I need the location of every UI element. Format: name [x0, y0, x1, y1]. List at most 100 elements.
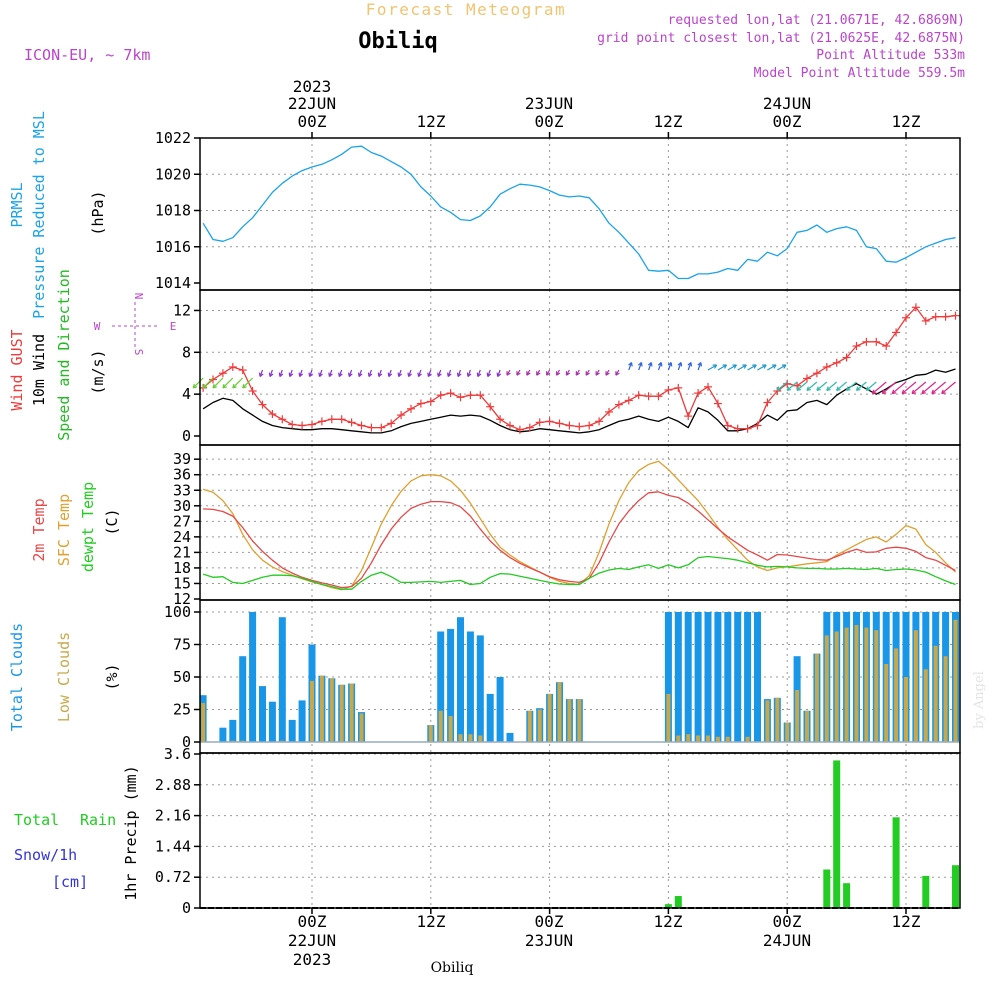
gust-marker-52 — [713, 399, 722, 408]
gust-marker-70 — [892, 328, 901, 337]
rain-bar-0 — [664, 904, 672, 908]
wind-arrow-26 — [456, 369, 462, 378]
top-tick-12z-23: 12Z — [654, 112, 683, 131]
wind-arrow-5 — [242, 377, 254, 389]
gust-marker-31 — [506, 421, 514, 430]
wind-arrow-shaft-50 — [697, 362, 702, 371]
gust-marker-26 — [456, 393, 465, 402]
ytick-label-clouds-3: 75 — [173, 636, 191, 654]
totalcloud-bar-56 — [754, 612, 761, 742]
model-label: ICON-EU, ~ 7km — [24, 46, 150, 64]
wind-arrow-head-b-33 — [526, 372, 531, 376]
totalcloud-bar-4 — [239, 656, 247, 742]
wind-arrow-shaft-60 — [786, 381, 798, 391]
pressure-desc-label: Pressure Reduced to MSL — [30, 111, 48, 319]
panel-frame-precip — [199, 752, 961, 909]
wind-arrow-head-b-12 — [319, 373, 323, 378]
wind-arrow-head-b-72 — [901, 392, 907, 395]
wind-arrow-shaft-2 — [212, 377, 224, 389]
wind-arrow-head-b-46 — [657, 362, 662, 366]
lowclouds-label: Low Clouds — [55, 632, 73, 722]
wind-arrow-head-b-26 — [457, 373, 462, 378]
wind-arrow-61 — [796, 381, 808, 391]
wind-arrow-head-b-38 — [575, 372, 581, 376]
ytick-label-clouds-0: 0 — [182, 733, 191, 751]
gust-marker-2 — [218, 369, 227, 378]
gust-marker-40 — [595, 417, 604, 426]
gust-marker-29 — [486, 402, 495, 411]
watermark: by Angel — [972, 671, 987, 729]
wind-arrow-shaft-1 — [202, 377, 214, 389]
gust-marker-46 — [654, 392, 663, 401]
wind-arrow-shaft-53 — [727, 364, 737, 371]
wind-arrow-14 — [338, 369, 343, 378]
wind-arrow-head-b-21 — [408, 373, 413, 378]
panel-frame-temperature — [199, 444, 961, 601]
precip-unit-label: 1hr Precip (mm) — [122, 765, 140, 900]
totalcloud-bar-9 — [288, 719, 296, 742]
wind-arrow-shaft-70 — [881, 381, 897, 395]
wind-arrow-head-b-63 — [816, 388, 821, 391]
lowcloud-bar-13 — [329, 678, 334, 742]
compass-n: N — [132, 293, 145, 300]
wind-arrow-shaft-5 — [242, 377, 254, 389]
wind-arrow-head-b-24 — [437, 373, 442, 378]
wind-arrow-head-b-62 — [806, 388, 811, 391]
wind-arrow-18 — [377, 369, 383, 378]
totalcloud-bar-30 — [496, 677, 504, 742]
wind-arrow-3 — [222, 377, 234, 389]
bottom-tick-00z-23: 00Z — [535, 912, 564, 931]
compass-e: E — [170, 320, 177, 333]
lowcloud-bar-51 — [706, 735, 710, 742]
wind-arrow-56 — [757, 364, 767, 371]
wind-arrow-shaft-52 — [717, 364, 727, 371]
wind-arrow-head-b-13 — [329, 373, 333, 378]
panel-frame-wind — [199, 289, 961, 446]
wind-arrow-head-b-10 — [299, 373, 304, 378]
ytick-label-pressure-2: 1018 — [155, 202, 191, 220]
top-tick-00z-22: 00Z — [298, 112, 327, 131]
compass-rose: W E N S — [94, 293, 177, 356]
gust-marker-61 — [803, 374, 811, 383]
wind-arrow-head-b-25 — [447, 373, 452, 378]
wind-arrow-head-b-43 — [628, 362, 632, 366]
lowcloud-bar-73 — [923, 669, 928, 742]
ytick-label-precip-5: 3.6 — [164, 745, 191, 763]
ytick-label-temperature-1: 15 — [173, 574, 191, 592]
gust-marker-56 — [753, 421, 762, 430]
gust-marker-7 — [268, 410, 277, 419]
wind-arrow-shaft-45 — [648, 362, 652, 371]
chart-title: Forecast Meteogram — [366, 0, 566, 19]
lowcloud-bar-50 — [696, 735, 701, 742]
wind-arrow-head-b-47 — [667, 362, 672, 366]
totalcloud-bar-51 — [704, 612, 712, 742]
totalcloud-bar-7 — [268, 701, 276, 742]
wind-arrow-shaft-47 — [667, 362, 672, 371]
lowcloud-bar-71 — [904, 677, 908, 742]
frame-layer: 1014101610181020102204812121518212427303… — [155, 129, 961, 917]
lowcloud-bar-16 — [359, 713, 364, 742]
rain-bar-2 — [823, 869, 831, 908]
wind-arrow-head-b-11 — [309, 373, 314, 378]
wind-arrow-41 — [605, 369, 610, 376]
sfctemp-line — [202, 460, 956, 591]
wind-arrow-shaft-49 — [687, 362, 692, 371]
wind-arrow-63 — [816, 381, 828, 391]
wind10m-label: 10m Wind — [30, 334, 48, 406]
lowcloud-bar-59 — [785, 722, 790, 742]
wind-arrow-shaft-62 — [806, 381, 818, 391]
wind-arrow-34 — [536, 369, 541, 376]
ytick-label-temperature-8: 36 — [173, 466, 191, 484]
gust-marker-73 — [921, 316, 930, 325]
gust-marker-20 — [397, 411, 406, 420]
ytick-label-temperature-5: 27 — [173, 512, 191, 530]
wind-arrow-head-b-18 — [378, 373, 383, 378]
gust-marker-18 — [377, 423, 386, 432]
wind-arrow-head-b-75 — [931, 392, 936, 395]
lowcloud-bar-52 — [715, 736, 720, 742]
ytick-label-temperature-2: 18 — [173, 559, 191, 577]
wind-arrow-head-b-36 — [556, 372, 561, 376]
wind-arrow-67 — [855, 381, 867, 391]
gust-marker-49 — [684, 412, 693, 421]
